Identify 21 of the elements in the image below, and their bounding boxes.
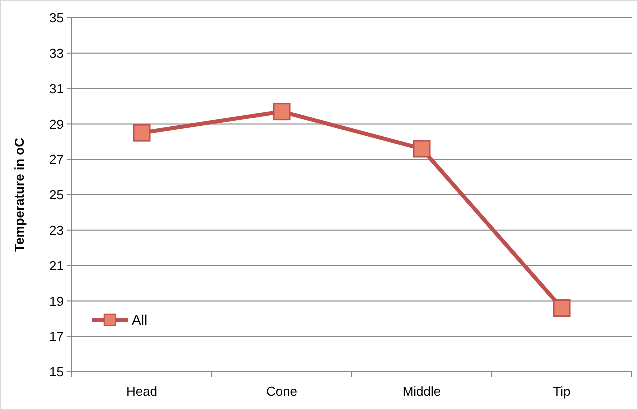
y-tick-label: 17: [50, 329, 64, 344]
x-tick-label: Tip: [553, 384, 571, 399]
y-tick-label: 23: [50, 222, 64, 238]
y-tick-label: 15: [50, 364, 64, 380]
legend-label: All: [132, 312, 148, 328]
point: [273, 103, 291, 121]
y-tick-label: 21: [50, 258, 64, 274]
y-tick-label: 25: [50, 188, 64, 203]
y-tick-label: 27: [50, 152, 64, 168]
y-tick-label: 31: [50, 81, 64, 96]
y-tick-label: 29: [50, 116, 64, 132]
x-tick-label: Middle: [402, 384, 442, 399]
y-tick-label: 19: [50, 294, 64, 309]
x-tick-label: Head: [126, 384, 158, 399]
y-tick-label: 33: [50, 46, 64, 61]
point: [553, 300, 571, 318]
point: [413, 140, 431, 158]
x-tick-label: Cone: [266, 384, 298, 399]
y-axis-title: Temperature in oC: [12, 137, 27, 252]
point: [133, 124, 151, 142]
y-tick-label: 35: [50, 10, 64, 26]
